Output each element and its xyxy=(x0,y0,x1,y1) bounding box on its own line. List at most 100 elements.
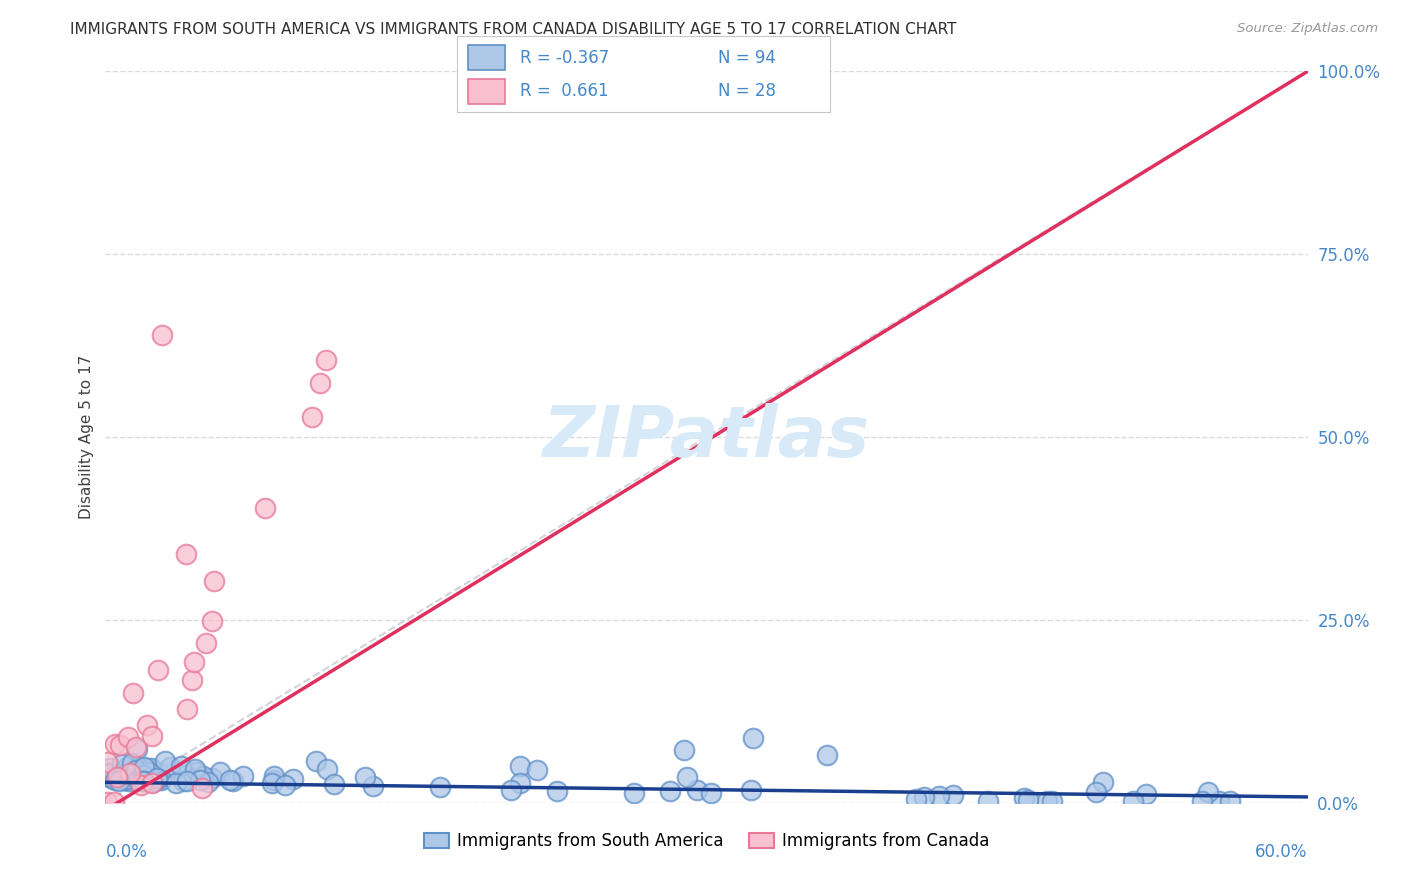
Point xyxy=(174,547,197,561)
Point xyxy=(131,778,153,792)
Point xyxy=(499,783,522,797)
Point xyxy=(208,765,231,780)
Point xyxy=(98,765,121,780)
Point xyxy=(200,771,222,785)
Point xyxy=(127,768,149,782)
Point xyxy=(111,769,134,783)
Point xyxy=(172,774,194,789)
Point xyxy=(191,769,214,783)
Point xyxy=(100,771,122,785)
Point xyxy=(174,768,197,782)
Point xyxy=(132,760,155,774)
Point xyxy=(1012,791,1035,805)
Point xyxy=(142,774,165,789)
Point xyxy=(232,769,254,783)
Point xyxy=(103,795,125,809)
Point xyxy=(1017,793,1039,807)
Text: N = 28: N = 28 xyxy=(718,82,776,100)
Point xyxy=(546,783,568,797)
Point xyxy=(127,772,149,787)
Point xyxy=(914,790,936,805)
Point xyxy=(741,731,763,746)
Point xyxy=(509,775,531,789)
Text: R =  0.661: R = 0.661 xyxy=(520,82,609,100)
Point xyxy=(700,786,723,800)
Text: ZIPatlas: ZIPatlas xyxy=(543,402,870,472)
Point xyxy=(353,770,375,784)
Point xyxy=(305,754,328,768)
Point xyxy=(1092,775,1115,789)
Point xyxy=(100,770,122,784)
Point xyxy=(526,763,548,777)
Point xyxy=(150,327,173,342)
Point xyxy=(121,756,143,771)
Point xyxy=(322,776,344,790)
Point xyxy=(201,614,224,628)
Point xyxy=(1219,794,1241,808)
Point xyxy=(263,773,285,788)
Point xyxy=(143,774,166,789)
Point xyxy=(222,774,245,789)
Point xyxy=(281,772,304,786)
Point xyxy=(1122,794,1144,808)
Point xyxy=(105,770,128,784)
Point xyxy=(132,774,155,789)
Point xyxy=(136,718,159,732)
Point xyxy=(143,770,166,784)
Point xyxy=(104,772,127,787)
Point xyxy=(183,762,205,776)
Point xyxy=(117,772,139,787)
Point xyxy=(1036,794,1059,808)
Point xyxy=(316,762,339,776)
Point xyxy=(96,795,118,809)
Point xyxy=(181,673,204,687)
Text: Source: ZipAtlas.com: Source: ZipAtlas.com xyxy=(1237,22,1378,36)
Point xyxy=(740,783,762,797)
Point xyxy=(183,655,205,669)
Point xyxy=(159,760,181,774)
Point xyxy=(1135,788,1157,802)
Point xyxy=(169,759,191,773)
Point xyxy=(623,786,645,800)
Point xyxy=(184,764,207,779)
Point xyxy=(309,376,332,390)
Point xyxy=(136,770,159,784)
Point xyxy=(815,748,838,763)
Point xyxy=(361,779,384,793)
Point xyxy=(112,773,135,788)
Text: N = 94: N = 94 xyxy=(718,49,776,67)
Point xyxy=(150,772,173,787)
Legend: Immigrants from South America, Immigrants from Canada: Immigrants from South America, Immigrant… xyxy=(418,825,995,856)
Point xyxy=(96,756,118,770)
Point xyxy=(188,773,211,788)
Point xyxy=(128,759,150,773)
Point xyxy=(141,775,163,789)
Text: 0.0%: 0.0% xyxy=(105,843,148,861)
Point xyxy=(120,766,142,780)
Point xyxy=(149,765,172,780)
Point xyxy=(977,794,1000,808)
Point xyxy=(301,409,323,424)
Point xyxy=(135,761,157,775)
Point xyxy=(197,774,219,789)
Point xyxy=(942,788,965,802)
Point xyxy=(176,702,198,716)
Point xyxy=(136,774,159,789)
Point xyxy=(202,574,225,589)
Point xyxy=(165,775,187,789)
Point xyxy=(254,501,277,516)
Point xyxy=(117,731,139,745)
Point xyxy=(218,772,240,787)
Point xyxy=(108,738,131,752)
Point xyxy=(1040,794,1063,808)
Point xyxy=(104,737,127,751)
Point xyxy=(146,772,169,787)
Text: IMMIGRANTS FROM SOUTH AMERICA VS IMMIGRANTS FROM CANADA DISABILITY AGE 5 TO 17 C: IMMIGRANTS FROM SOUTH AMERICA VS IMMIGRA… xyxy=(70,22,957,37)
Text: R = -0.367: R = -0.367 xyxy=(520,49,610,67)
Point xyxy=(260,776,283,790)
Point xyxy=(108,773,131,788)
Y-axis label: Disability Age 5 to 17: Disability Age 5 to 17 xyxy=(79,355,94,519)
Point xyxy=(672,743,695,757)
Text: 60.0%: 60.0% xyxy=(1256,843,1308,861)
Point xyxy=(176,774,198,789)
